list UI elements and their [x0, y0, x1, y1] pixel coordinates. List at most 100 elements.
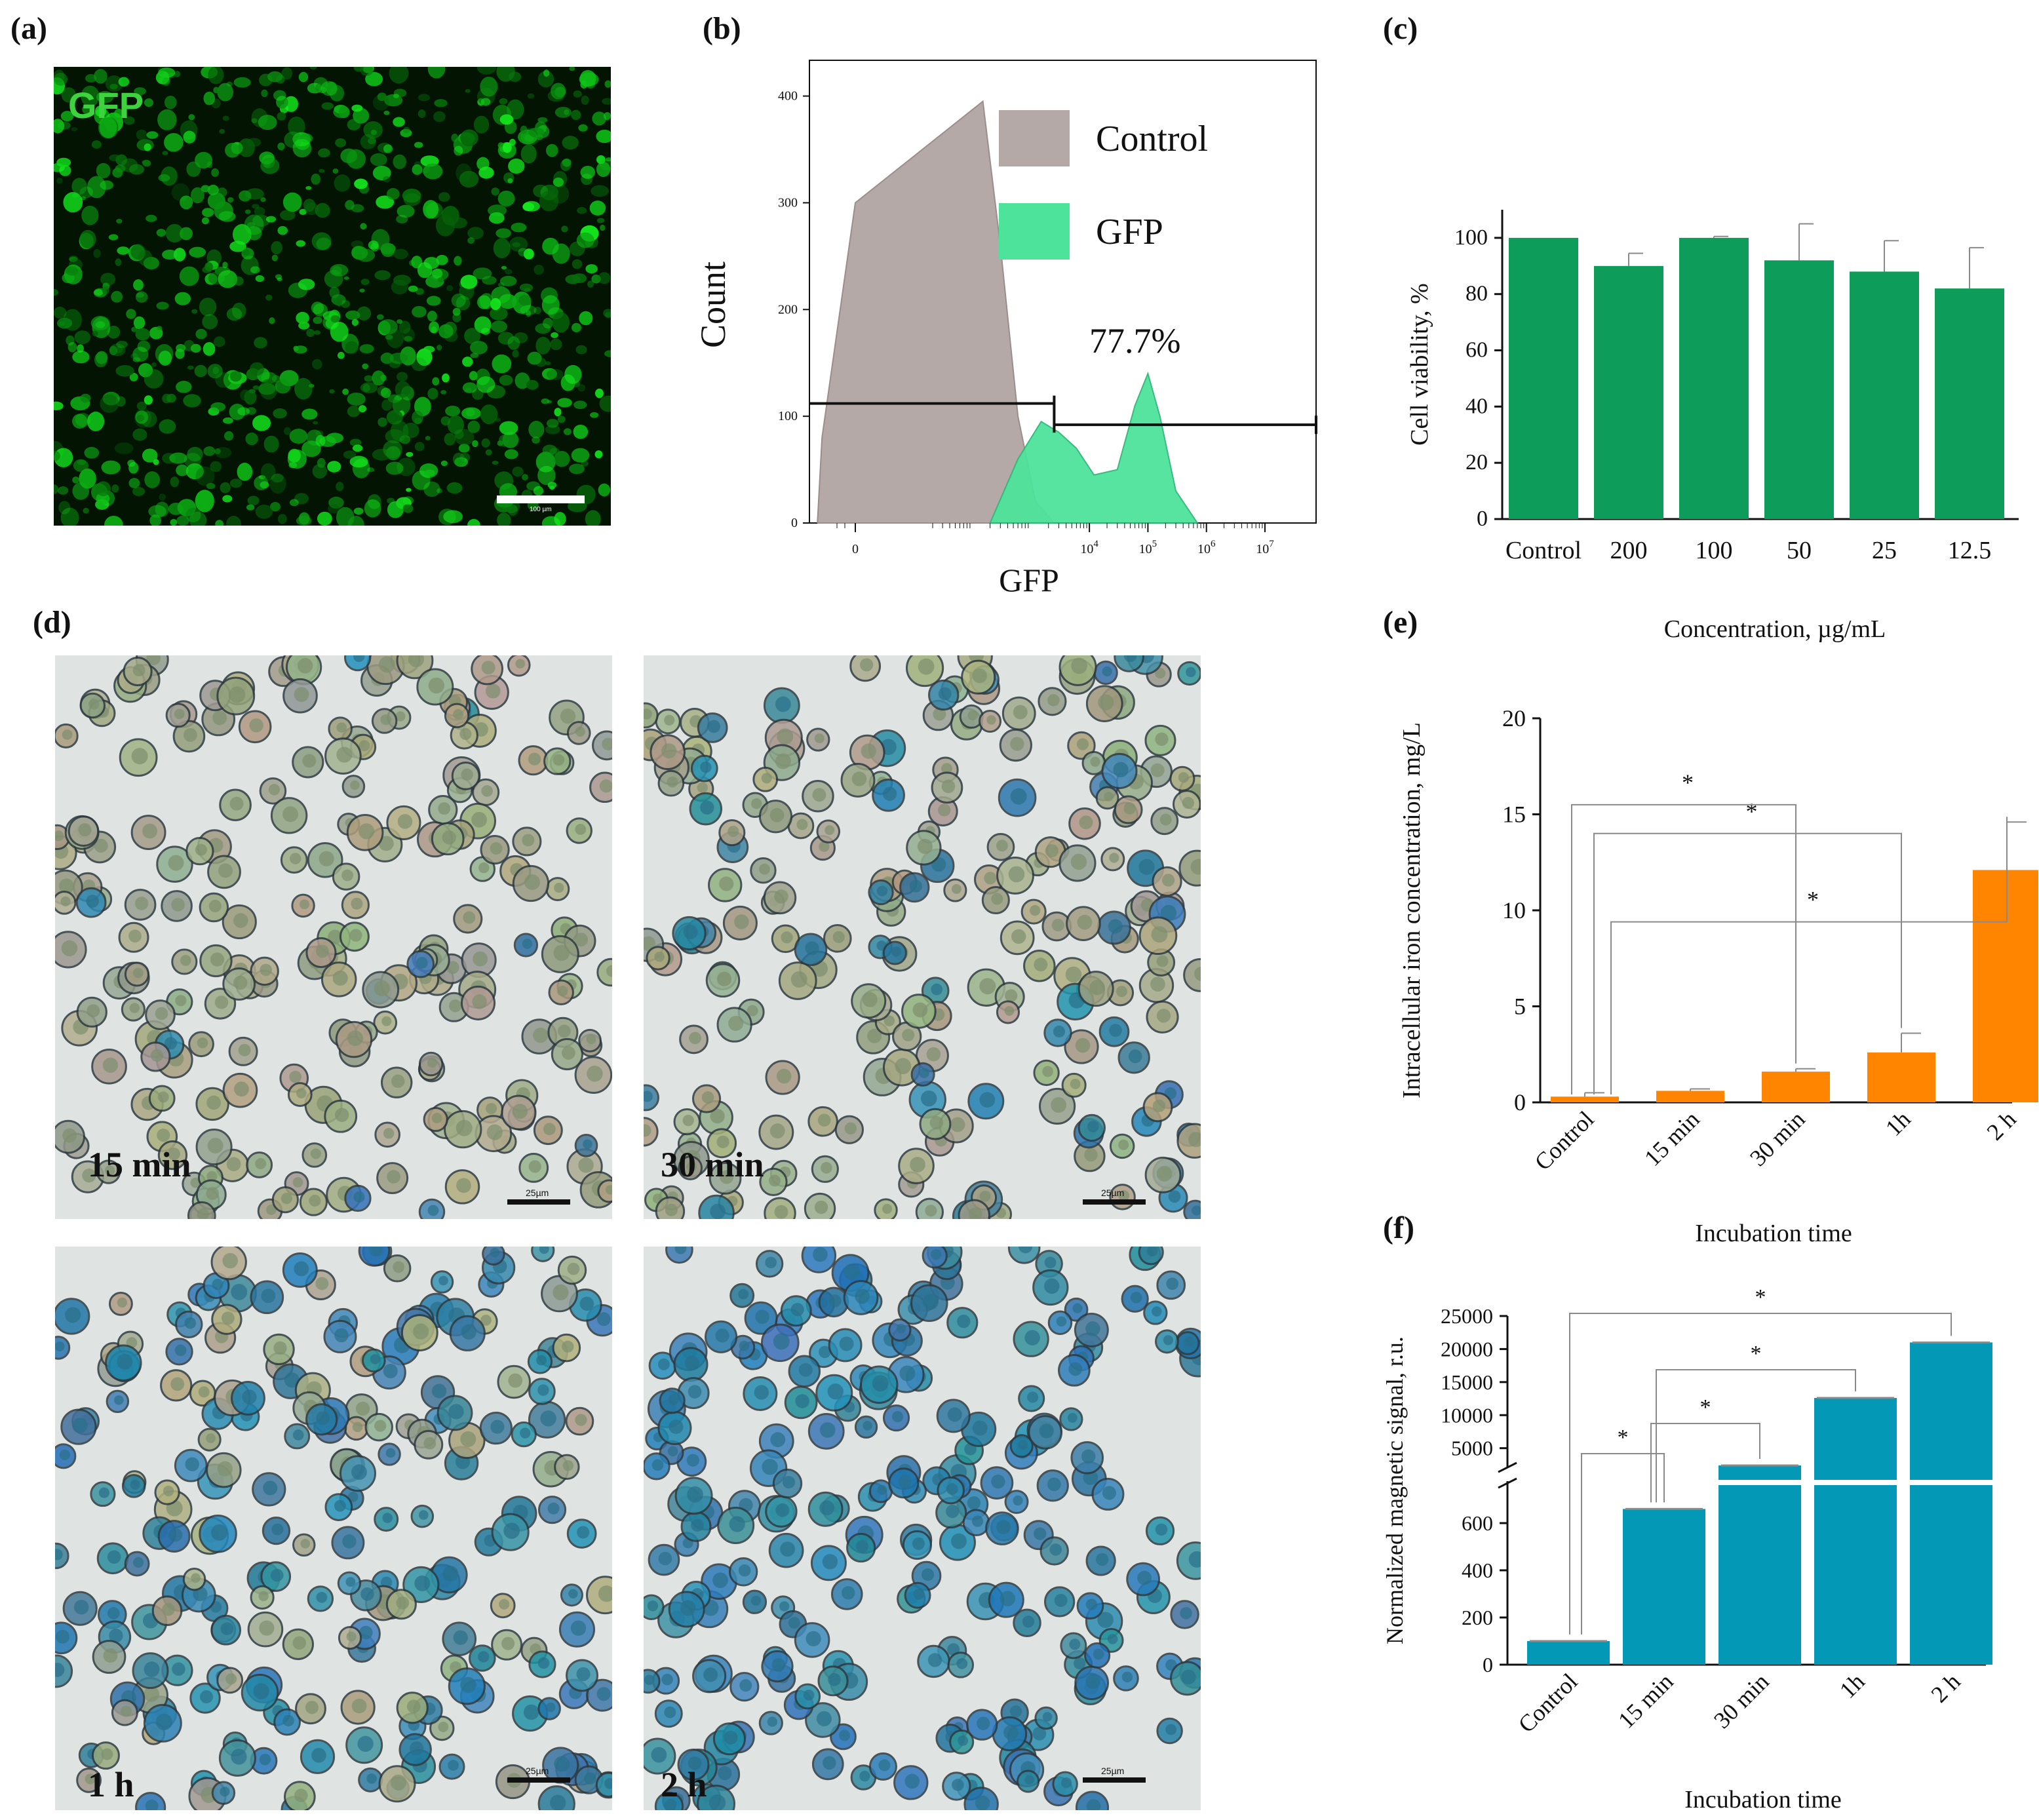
cell-nucleus: [728, 826, 739, 838]
gfp-cell: [599, 395, 611, 412]
x-tick-label: 12.5: [1948, 537, 1992, 564]
gfp-cell: [385, 461, 404, 475]
bar-50: [1764, 260, 1834, 519]
cell-nucleus: [910, 1157, 925, 1172]
cell-nucleus: [1044, 1278, 1060, 1294]
gfp-cell: [402, 328, 415, 342]
cell-nucleus: [1109, 853, 1119, 863]
cell-nucleus: [884, 1015, 895, 1026]
gfp-cell: [403, 193, 421, 206]
cell-nucleus: [1161, 874, 1175, 887]
cell-nucleus: [353, 1191, 365, 1203]
cell-nucleus: [739, 1679, 752, 1692]
gfp-cell: [509, 71, 522, 82]
gfp-cell: [133, 279, 144, 291]
cell-nucleus: [739, 1340, 750, 1351]
gfp-cell: [109, 345, 118, 356]
cell-nucleus: [206, 1433, 216, 1444]
cell-nucleus: [117, 1353, 133, 1370]
gfp-cell: [222, 115, 229, 121]
gfp-cell: [261, 463, 276, 481]
gfp-cell: [480, 77, 498, 97]
cell-nucleus: [1152, 1306, 1162, 1317]
cell-nucleus: [664, 714, 675, 726]
gfp-cell: [352, 444, 363, 452]
gfp-cell: [108, 234, 119, 241]
gfp-cell: [275, 379, 291, 394]
gfp-cell: [107, 325, 121, 339]
cell-nucleus: [144, 1661, 160, 1677]
cell-nucleus: [661, 1673, 673, 1686]
gfp-cell: [162, 151, 168, 155]
cell-nucleus: [1121, 1671, 1133, 1683]
gfp-cell: [543, 69, 550, 77]
gfp-cell: [222, 417, 233, 424]
panel-label-b: (b): [703, 11, 741, 46]
gfp-cell: [96, 351, 108, 364]
cell-nucleus: [1086, 1799, 1101, 1810]
cell-nucleus: [1076, 738, 1089, 750]
gfp-cell: [402, 504, 414, 513]
cell-nucleus: [1087, 1121, 1099, 1133]
cell-nucleus: [218, 863, 233, 878]
cell-nucleus: [393, 1261, 405, 1273]
gfp-cell: [269, 317, 275, 324]
cell-nucleus: [665, 1203, 678, 1216]
cell-nucleus: [878, 1759, 891, 1772]
cell-nucleus: [129, 1003, 140, 1013]
cell-nucleus: [104, 1165, 115, 1176]
gfp-cell: [311, 358, 322, 370]
gfp-cell: [226, 307, 243, 321]
gfp-cell: [590, 412, 599, 418]
gfp-cell: [203, 91, 216, 106]
gfp-cell: [363, 121, 383, 139]
gfp-cell: [130, 244, 146, 260]
cell-nucleus: [346, 1631, 357, 1642]
cell-nucleus: [490, 1247, 500, 1258]
cell-nucleus: [200, 1690, 214, 1704]
gfp-cell: [210, 402, 226, 412]
gfp-cell: [288, 448, 301, 463]
cell-nucleus: [210, 952, 225, 967]
cell-nucleus: [1008, 866, 1025, 883]
cell-nucleus: [55, 830, 64, 842]
gfp-cell: [345, 341, 359, 354]
cell-nucleus: [664, 1706, 676, 1718]
gfp-cell: [481, 438, 490, 448]
gfp-cell: [201, 217, 209, 225]
cell-nucleus: [1181, 1669, 1196, 1685]
cell-nucleus: [927, 1653, 942, 1667]
cell-nucleus: [967, 710, 978, 721]
cell-nucleus: [416, 957, 428, 969]
y-tick-label: 400: [778, 89, 798, 104]
gfp-cell: [276, 75, 285, 84]
cell-nucleus: [406, 1699, 421, 1714]
cell-nucleus: [554, 1756, 570, 1772]
cell-nucleus: [1051, 918, 1064, 932]
gfp-cell: [564, 109, 570, 115]
gfp-cell: [217, 83, 233, 102]
gfp-cell: [578, 124, 588, 132]
cell-nucleus: [206, 1171, 218, 1182]
gfp-cell: [241, 256, 259, 275]
gfp-cell: [352, 458, 370, 478]
bar-1h-lower: [1814, 1485, 1897, 1665]
cell-nucleus: [289, 1070, 302, 1083]
cell-nucleus: [175, 995, 187, 1007]
x-tick-label: 100: [1696, 537, 1733, 564]
micrograph-label: 30 min: [661, 1145, 764, 1184]
gfp-cell: [347, 392, 366, 406]
cell-nucleus: [1178, 772, 1189, 783]
gfp-cell: [411, 357, 427, 372]
gfp-cell: [138, 363, 153, 378]
cell-nucleus: [806, 1631, 821, 1646]
cell-nucleus: [938, 687, 952, 701]
cell-nucleus: [918, 658, 935, 675]
cell-nucleus: [471, 811, 487, 828]
cell-nucleus: [128, 929, 142, 943]
cell-nucleus: [453, 1630, 468, 1645]
gfp-cell: [215, 520, 224, 526]
cell-nucleus: [1168, 1190, 1181, 1203]
gfp-cell: [541, 368, 557, 380]
cell-nucleus: [682, 1114, 694, 1127]
